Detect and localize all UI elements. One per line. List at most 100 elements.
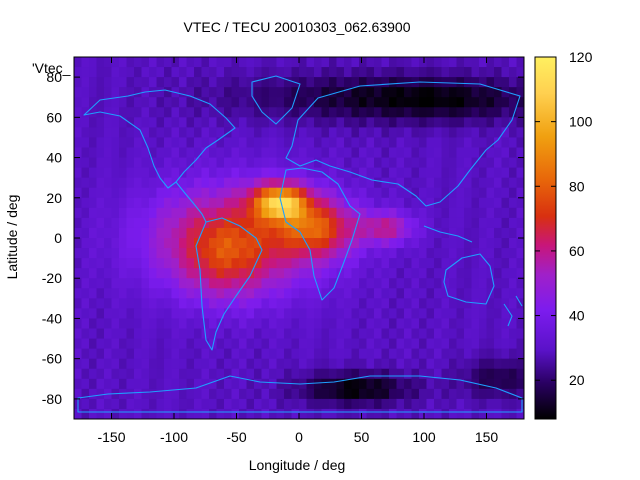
heatmap-cell (284, 57, 293, 68)
heatmap-cell (411, 238, 420, 249)
heatmap-cell (149, 368, 158, 380)
heatmap-cell (501, 348, 510, 360)
heatmap-cell (411, 227, 420, 239)
heatmap-cell (456, 107, 465, 118)
heatmap-cell (456, 278, 465, 289)
heatmap-cell (246, 127, 255, 139)
heatmap-cell (261, 87, 270, 98)
heatmap-cell (111, 298, 120, 309)
heatmap-cell (336, 248, 345, 259)
heatmap-cell (284, 278, 293, 289)
heatmap-cell (149, 197, 158, 209)
heatmap-cell (516, 238, 524, 249)
heatmap-cell (104, 187, 113, 199)
heatmap-cell (81, 248, 90, 259)
heatmap-cell (276, 97, 285, 108)
heatmap-cell (74, 187, 83, 199)
heatmap-cell (486, 227, 495, 239)
heatmap-cell (396, 278, 405, 289)
heatmap-cell (194, 238, 203, 249)
heatmap-cell (374, 157, 383, 169)
heatmap-cell (299, 187, 308, 199)
heatmap-cell (111, 318, 120, 330)
heatmap-cell (366, 147, 375, 159)
heatmap-cell (336, 328, 345, 340)
heatmap-cell (351, 278, 360, 289)
heatmap-cell (411, 278, 420, 289)
heatmap-cell (74, 97, 83, 108)
heatmap-cell (471, 97, 480, 108)
heatmap-cell (479, 388, 488, 400)
heatmap-cell (126, 67, 135, 78)
heatmap-cell (254, 278, 263, 289)
heatmap-cell (276, 398, 285, 410)
heatmap-cell (336, 398, 345, 410)
heatmap-cell (186, 217, 195, 229)
heatmap-cell (134, 127, 143, 139)
heatmap-cell (336, 67, 345, 78)
heatmap-cell (329, 97, 338, 108)
heatmap-cell (441, 157, 450, 169)
heatmap-cell (411, 167, 420, 179)
heatmap-cell (509, 107, 518, 118)
heatmap-cell (404, 147, 413, 159)
heatmap-cell (179, 207, 188, 219)
heatmap-cell (201, 268, 210, 279)
heatmap-cell (329, 268, 338, 279)
heatmap-cell (336, 227, 345, 239)
heatmap-cell (329, 137, 338, 149)
heatmap-cell (351, 238, 360, 249)
heatmap-cell (314, 87, 323, 98)
heatmap-cell (516, 368, 524, 380)
heatmap-cell (164, 378, 173, 390)
heatmap-cell (374, 137, 383, 149)
heatmap-cell (269, 197, 278, 209)
heatmap-cell (404, 388, 413, 400)
heatmap-cell (306, 338, 315, 350)
heatmap-cell (366, 57, 375, 68)
heatmap-cell (119, 117, 128, 128)
heatmap-cell (516, 207, 524, 219)
heatmap-cell (96, 278, 105, 289)
heatmap-cell (404, 207, 413, 219)
heatmap-cell (381, 67, 390, 78)
heatmap-cell (194, 187, 203, 199)
heatmap-cell (321, 308, 330, 320)
heatmap-cell (134, 67, 143, 78)
heatmap-cell (471, 398, 480, 410)
heatmap-cell (291, 398, 300, 410)
heatmap-cell (509, 57, 518, 68)
heatmap-cell (366, 137, 375, 149)
heatmap-cell (344, 358, 353, 370)
heatmap-cell (89, 338, 98, 350)
heatmap-cell (224, 288, 233, 299)
heatmap-cell (81, 57, 90, 68)
heatmap-cell (329, 298, 338, 309)
heatmap-cell (284, 308, 293, 320)
heatmap-cell (494, 298, 503, 309)
heatmap-cell (156, 238, 165, 249)
heatmap-cell (164, 308, 173, 320)
heatmap-cell (126, 57, 135, 68)
heatmap-cell (186, 318, 195, 330)
heatmap-cell (434, 338, 443, 350)
heatmap-cell (261, 67, 270, 78)
heatmap-cell (141, 197, 150, 209)
heatmap-cell (186, 248, 195, 259)
heatmap-cell (419, 187, 428, 199)
heatmap-cell (284, 258, 293, 269)
heatmap-cell (366, 97, 375, 108)
heatmap-cell (156, 137, 165, 149)
heatmap-cell (471, 67, 480, 78)
heatmap-cell (269, 338, 278, 350)
heatmap-cell (171, 167, 180, 179)
heatmap-cell (261, 398, 270, 410)
heatmap-cell (434, 67, 443, 78)
heatmap-cell (351, 77, 360, 88)
heatmap-cell (486, 378, 495, 390)
heatmap-cell (314, 147, 323, 159)
heatmap-cell (254, 87, 263, 98)
heatmap-cell (374, 147, 383, 159)
heatmap-cell (141, 67, 150, 78)
heatmap-cell (441, 137, 450, 149)
